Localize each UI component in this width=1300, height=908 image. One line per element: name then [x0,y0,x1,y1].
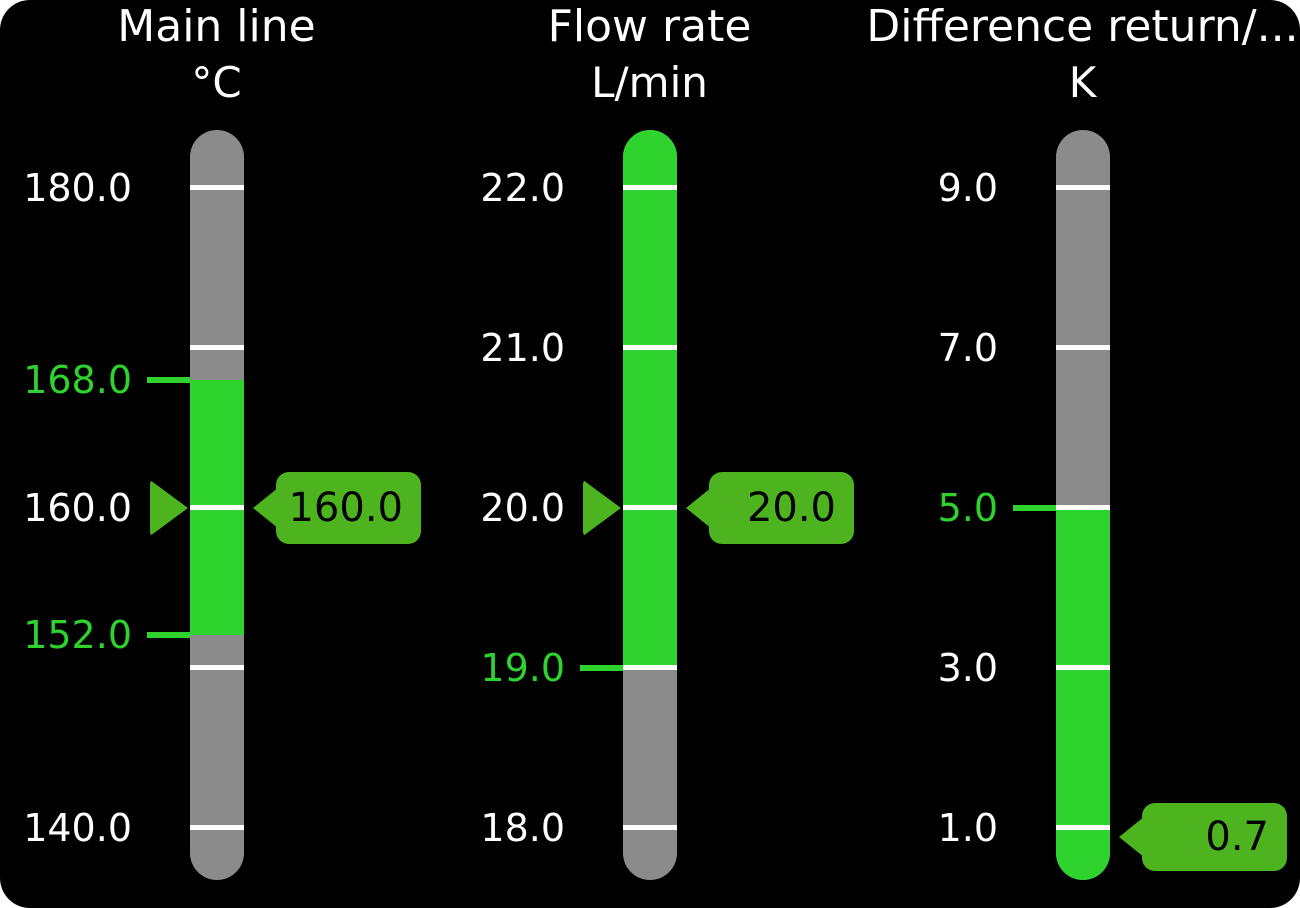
scale-label: 20.0 [480,486,565,530]
gauge-bar-track[interactable] [623,130,677,880]
gauge-bar-track[interactable] [190,130,244,880]
value-pointer-icon[interactable] [583,480,621,536]
limit-marker-low [580,665,623,671]
value-badge-text: 160.0 [276,472,421,544]
scale-tick [623,185,677,190]
scale-label: 1.0 [937,806,998,850]
gauge-unit: L/min [591,58,708,107]
scale-tick [623,345,677,350]
scale-tick [1056,185,1110,190]
value-badge[interactable]: 0.7 [1119,803,1287,871]
scale-tick [1056,345,1110,350]
gauge-title: Main line [117,1,316,52]
value-badge-text: 0.7 [1142,803,1287,871]
limit-marker-low [147,632,190,638]
limit-marker-high [147,377,190,383]
limit-label-low: 19.0 [480,646,565,690]
limit-marker-high [1013,505,1056,511]
value-badge-text: 20.0 [709,472,854,544]
gauge-unit: K [1068,58,1097,107]
gauge-difference-return: Difference return/... K 9.0 7.0 5.0 3.0 … [866,0,1299,908]
gauge-title: Flow rate [547,1,752,52]
scale-tick [190,665,244,670]
scale-label: 140.0 [23,806,132,850]
value-badge[interactable]: 160.0 [253,472,421,544]
limit-label-high: 5.0 [937,486,998,530]
limit-label-high: 168.0 [23,358,132,402]
scale-tick [1056,665,1110,670]
scale-tick [190,185,244,190]
scale-tick [190,345,244,350]
limit-label-low: 152.0 [23,613,132,657]
scale-tick [190,505,244,510]
scale-label: 7.0 [937,326,998,370]
scale-label: 180.0 [23,166,132,210]
scale-label: 22.0 [480,166,565,210]
scale-label: 21.0 [480,326,565,370]
scale-tick [190,825,244,830]
gauge-flow-rate: Flow rate L/min 22.0 21.0 20.0 19.0 18.0… [433,0,866,908]
gauge-main-line: Main line °C 180.0 168.0 160.0 152.0 140… [0,0,433,908]
gauge-bar-green-zone [1056,508,1110,880]
scale-tick [623,825,677,830]
scale-tick [1056,505,1110,510]
value-badge[interactable]: 20.0 [686,472,854,544]
scale-tick [623,665,677,670]
scale-tick [1056,825,1110,830]
scale-label: 160.0 [23,486,132,530]
scale-label: 9.0 [937,166,998,210]
gauge-unit: °C [191,58,242,107]
scale-label: 3.0 [937,646,998,690]
gauge-title: Difference return/... [866,1,1299,52]
scale-tick [623,505,677,510]
gauge-bar-green-zone [623,130,677,668]
scale-label: 18.0 [480,806,565,850]
value-pointer-icon[interactable] [150,480,188,536]
gauge-bar-track[interactable] [1056,130,1110,880]
